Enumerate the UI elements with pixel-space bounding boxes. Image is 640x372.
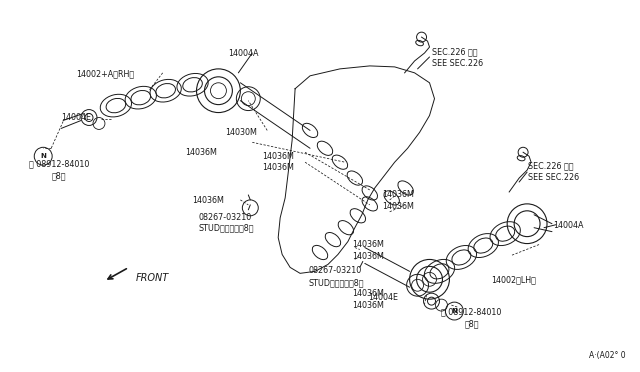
Text: 14036M: 14036M bbox=[381, 190, 413, 199]
Text: SEE SEC.226: SEE SEC.226 bbox=[528, 173, 579, 182]
Text: 14036M: 14036M bbox=[352, 251, 384, 260]
Text: 14002+A＜RH＞: 14002+A＜RH＞ bbox=[76, 69, 134, 78]
Text: A·(A02° 0: A·(A02° 0 bbox=[589, 351, 625, 360]
Text: 14036M: 14036M bbox=[352, 289, 384, 298]
Text: ⓝ 08912-84010: ⓝ 08912-84010 bbox=[29, 159, 90, 168]
Text: N: N bbox=[40, 153, 46, 159]
Text: 14036M: 14036M bbox=[381, 202, 413, 211]
Text: 14004A: 14004A bbox=[228, 49, 259, 58]
Text: 14004A: 14004A bbox=[553, 221, 584, 230]
Text: SEC.226 参照: SEC.226 参照 bbox=[431, 47, 477, 56]
Text: 14002＜LH＞: 14002＜LH＞ bbox=[492, 275, 536, 284]
Text: （8）: （8） bbox=[51, 171, 66, 180]
Text: 14004E: 14004E bbox=[61, 113, 91, 122]
Text: STUDスタッド（8）: STUDスタッド（8） bbox=[198, 224, 254, 233]
Text: 14036M: 14036M bbox=[262, 152, 294, 161]
Text: 14036M: 14036M bbox=[352, 301, 384, 310]
Text: ⓝ 08912-84010: ⓝ 08912-84010 bbox=[442, 307, 502, 316]
Text: N: N bbox=[451, 308, 458, 314]
Text: 14036M: 14036M bbox=[262, 163, 294, 172]
Text: 14036M: 14036M bbox=[186, 148, 218, 157]
Text: （8）: （8） bbox=[465, 319, 479, 328]
Text: 14004E: 14004E bbox=[368, 293, 398, 302]
Text: 14036M: 14036M bbox=[193, 196, 225, 205]
Text: SEE SEC.226: SEE SEC.226 bbox=[431, 59, 483, 68]
Text: 14036M: 14036M bbox=[352, 240, 384, 248]
Text: STUDスタッド（8）: STUDスタッド（8） bbox=[308, 278, 364, 287]
Text: 14030M: 14030M bbox=[225, 128, 257, 137]
Text: SEC.226 参照: SEC.226 参照 bbox=[528, 161, 573, 170]
Text: 08267-03210: 08267-03210 bbox=[308, 266, 362, 275]
Text: 08267-03210: 08267-03210 bbox=[198, 213, 252, 222]
Text: FRONT: FRONT bbox=[136, 273, 169, 283]
